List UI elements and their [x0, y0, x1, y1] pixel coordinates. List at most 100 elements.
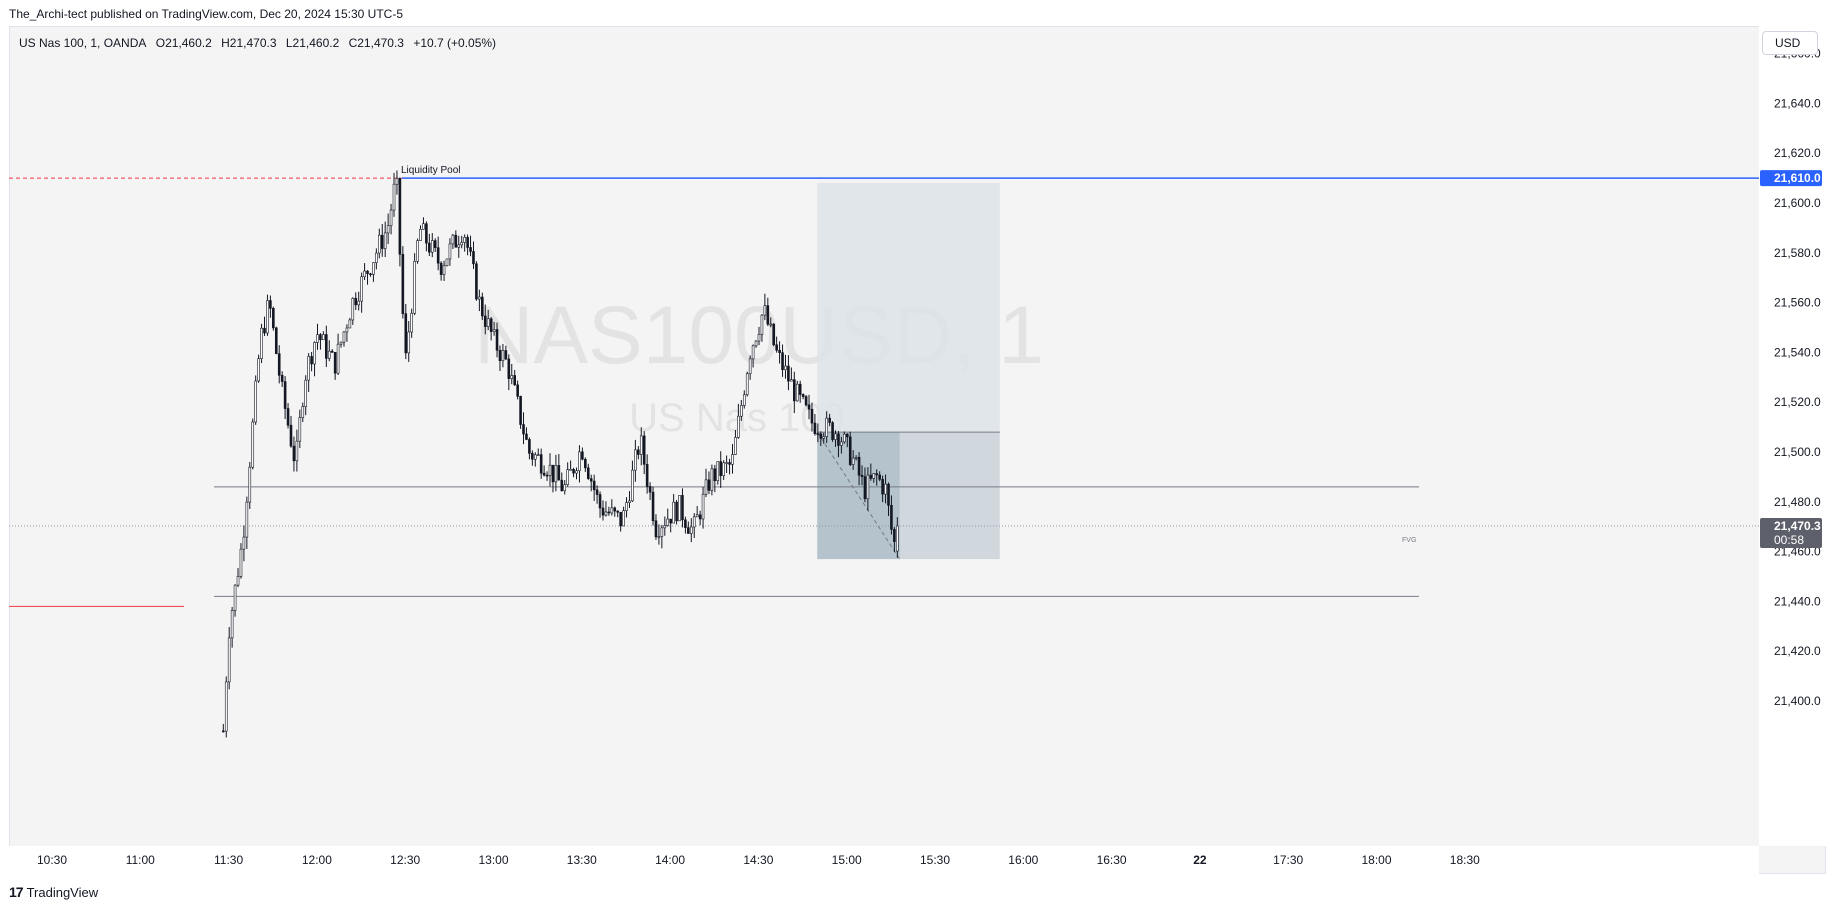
- candle-bear: [469, 247, 472, 252]
- candle-bull: [442, 265, 446, 275]
- candle-bear: [222, 730, 225, 733]
- candle-bull: [692, 516, 696, 528]
- candle-bear: [819, 433, 823, 439]
- candle-bull: [566, 469, 569, 485]
- candle-bull: [760, 314, 764, 335]
- candle-bear: [772, 323, 776, 346]
- candle-bull: [242, 536, 246, 550]
- time-tick-label: 17:30: [1273, 853, 1303, 867]
- candle-bull: [625, 502, 628, 511]
- candle-bear: [787, 365, 790, 382]
- candle-bear: [330, 350, 334, 353]
- candle-bull: [672, 501, 675, 524]
- candle-bull: [840, 441, 843, 446]
- price-axis-pane[interactable]: [1759, 26, 1826, 846]
- candle-bull: [622, 510, 625, 527]
- candle-bull: [769, 323, 773, 326]
- candle-bull: [751, 345, 755, 360]
- candle-bull: [254, 380, 257, 423]
- candle-bull: [575, 470, 578, 474]
- candle-bear: [475, 263, 478, 300]
- candle-bear: [828, 417, 831, 423]
- currency-button[interactable]: USD: [1762, 31, 1818, 55]
- candle-bear: [436, 247, 440, 264]
- candle-bull: [825, 417, 828, 437]
- candle-bear: [869, 474, 873, 479]
- candle-bear: [648, 486, 652, 493]
- candle-bull: [604, 511, 608, 516]
- fvg-label: FVG: [1402, 537, 1416, 544]
- candle-bear: [483, 315, 487, 327]
- candle-bull: [631, 469, 634, 502]
- candle-bear: [681, 495, 684, 521]
- candle-bull: [663, 525, 667, 529]
- candle-bull: [342, 331, 346, 343]
- candle-bull: [548, 464, 552, 476]
- footer-brand-text: TradingView: [26, 884, 99, 900]
- candle-bear: [675, 501, 678, 522]
- candle-bull: [295, 440, 299, 462]
- candle-bear: [848, 436, 852, 465]
- candle-bear: [807, 404, 811, 410]
- candle-bear: [581, 451, 584, 460]
- candle-bull: [666, 518, 670, 526]
- current-price-label: 21,470.3: [1774, 519, 1821, 533]
- candle-bear: [804, 396, 808, 406]
- candle-bear: [601, 507, 605, 516]
- candle-bull: [413, 261, 416, 314]
- candle-bull: [227, 637, 231, 683]
- candle-bull: [266, 300, 269, 334]
- candle-bear: [274, 327, 278, 354]
- stop-zone-box[interactable]: [817, 183, 1000, 433]
- price-tick-label: 21,540.0: [1774, 345, 1821, 359]
- candle-bear: [831, 422, 834, 440]
- candle-bear: [684, 519, 687, 528]
- candle-bear: [878, 474, 881, 480]
- candle-bear: [525, 433, 528, 440]
- candle-bull: [336, 343, 340, 374]
- candle-bear: [881, 479, 884, 495]
- price-tick-label: 21,580.0: [1774, 246, 1821, 260]
- time-axis-pane[interactable]: [9, 846, 1759, 874]
- candle-bull: [313, 342, 316, 365]
- candle-bull: [754, 340, 758, 347]
- candle-bull: [854, 456, 858, 459]
- candle-bear: [481, 296, 484, 317]
- legend-low: L21,460.2: [285, 36, 340, 50]
- candle-bull: [578, 451, 581, 472]
- legend-open: O21,460.2: [155, 36, 212, 50]
- top-bar: The_Archi-tect published on TradingView.…: [0, 0, 1835, 26]
- candle-bull: [236, 576, 240, 586]
- candle-bear: [516, 384, 519, 397]
- time-tick-label: 16:00: [1008, 853, 1038, 867]
- candle-bear: [798, 383, 802, 395]
- candle-bull: [348, 319, 352, 329]
- candle-bear: [507, 358, 511, 379]
- price-tick-label: 21,440.0: [1774, 594, 1821, 608]
- legend-change: +10.7 (+0.05%): [413, 36, 497, 50]
- candle-bull: [745, 373, 749, 396]
- candle-bull: [327, 350, 331, 359]
- trade-path-line: [816, 431, 901, 560]
- candle-bear: [781, 352, 784, 371]
- candle-bull: [533, 454, 537, 460]
- candle-bear: [401, 253, 405, 314]
- candle-bear: [439, 262, 443, 275]
- candle-bear: [286, 408, 290, 426]
- candle-bear: [845, 433, 849, 438]
- candle-bear: [669, 518, 672, 524]
- candle-bull: [451, 234, 455, 245]
- candle-bear: [560, 479, 564, 492]
- candle-bull: [357, 300, 360, 306]
- candle-bull: [422, 223, 425, 230]
- time-tick-label: 11:00: [126, 853, 155, 867]
- candle-bull: [463, 236, 466, 243]
- candle-bull: [701, 493, 705, 520]
- candle-bear: [890, 505, 893, 530]
- time-tick-label: 15:00: [832, 853, 862, 867]
- candle-bear: [863, 476, 867, 500]
- candle-bear: [519, 396, 522, 425]
- candle-bull: [245, 501, 249, 538]
- candle-bear: [472, 251, 475, 265]
